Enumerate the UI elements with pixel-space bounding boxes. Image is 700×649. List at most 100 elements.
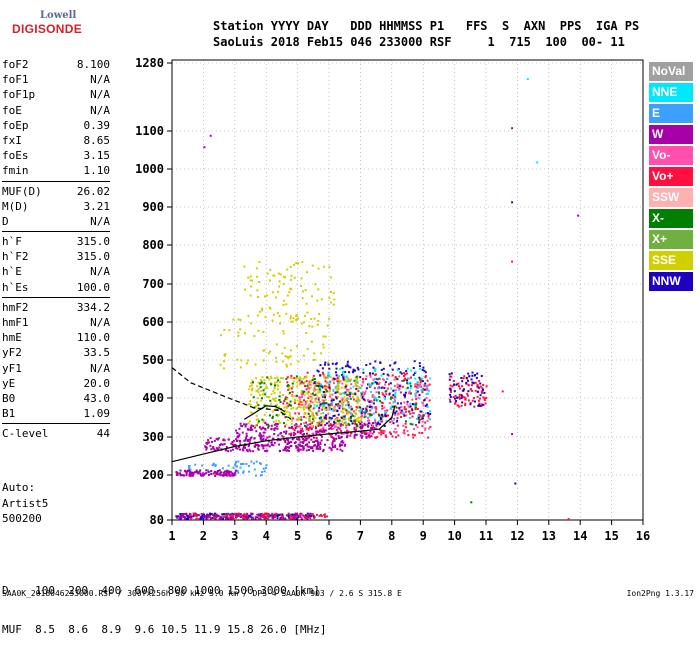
echo-point — [262, 438, 265, 441]
echo-point — [239, 318, 242, 321]
echo-point — [424, 428, 427, 431]
echo-point — [335, 437, 338, 440]
echo-point — [396, 417, 399, 420]
echo-point — [286, 446, 289, 449]
echo-point — [345, 423, 347, 426]
echo-point — [319, 405, 321, 407]
echo-point — [360, 391, 362, 394]
echo-point — [331, 442, 334, 445]
echo-point — [250, 285, 253, 288]
echo-point — [408, 390, 411, 393]
echo-point — [374, 367, 377, 370]
echo-point — [481, 387, 484, 390]
echo-point — [400, 409, 403, 412]
echo-point — [327, 385, 330, 388]
echo-point — [269, 269, 272, 271]
echo-point — [328, 420, 330, 423]
echo-point — [256, 409, 259, 412]
echo-point — [291, 391, 294, 393]
echo-point — [279, 391, 282, 394]
echo-point — [273, 427, 276, 430]
echo-point — [300, 389, 303, 392]
echo-point — [342, 441, 345, 444]
echo-point — [202, 513, 205, 516]
echo-point — [332, 423, 335, 426]
echo-point — [331, 362, 334, 365]
echo-point — [286, 402, 289, 405]
echo-point — [282, 449, 285, 452]
echo-point — [327, 363, 330, 366]
echo-point — [326, 515, 328, 518]
echo-point — [306, 512, 309, 515]
echo-point — [407, 405, 410, 408]
echo-point — [319, 446, 322, 449]
echo-point — [262, 331, 265, 333]
echo-point — [299, 448, 302, 451]
echo-point — [332, 440, 334, 443]
echo-point — [414, 406, 417, 409]
echo-point — [363, 410, 366, 413]
echo-point — [275, 514, 278, 517]
echo-point — [271, 410, 274, 413]
echo-point — [222, 439, 225, 442]
echo-point — [322, 412, 325, 414]
echo-point — [355, 378, 358, 381]
echo-point — [284, 355, 287, 358]
echo-point — [338, 404, 341, 407]
echo-point — [322, 429, 325, 432]
echo-point — [349, 432, 352, 435]
echo-point — [252, 396, 255, 399]
echo-point — [389, 397, 392, 400]
echo-point — [262, 447, 265, 450]
echo-point — [234, 444, 237, 447]
echo-point — [456, 404, 459, 407]
echo-point — [427, 392, 429, 395]
echo-point — [371, 427, 374, 430]
echo-point — [245, 434, 248, 437]
echo-point — [354, 382, 357, 384]
echo-point — [310, 514, 313, 517]
echo-point — [477, 404, 480, 407]
echo-point — [289, 278, 292, 281]
echo-point — [418, 384, 420, 387]
echo-point — [298, 377, 301, 380]
echo-point — [285, 416, 288, 418]
echo-point — [332, 291, 335, 294]
echo-point — [204, 445, 207, 448]
echo-point — [268, 414, 271, 417]
echo-point — [362, 368, 365, 371]
echo-point — [284, 398, 287, 401]
echo-point — [408, 410, 411, 413]
echo-point — [304, 444, 307, 446]
echo-point — [567, 518, 570, 521]
echo-point — [415, 389, 418, 392]
echo-point — [309, 400, 312, 403]
echo-point — [316, 446, 319, 449]
echo-point — [354, 369, 356, 372]
echo-point — [282, 377, 285, 380]
param-row: foF1p N/A — [2, 87, 110, 102]
param-row: D N/A — [2, 214, 110, 229]
echo-point — [304, 403, 307, 406]
echo-point — [271, 291, 274, 294]
echo-point — [357, 405, 360, 408]
echo-point — [319, 441, 322, 444]
echo-point — [313, 317, 316, 320]
echo-point — [196, 518, 198, 520]
echo-point — [308, 325, 311, 328]
echo-point — [344, 383, 347, 386]
echo-point — [243, 514, 246, 517]
echo-point — [423, 384, 426, 387]
param-row: yF2 33.5 — [2, 345, 110, 360]
echo-point — [259, 386, 262, 389]
echo-point — [291, 320, 294, 323]
echo-point — [283, 406, 286, 409]
echo-point — [394, 361, 397, 364]
echo-point — [323, 514, 326, 516]
echo-point — [243, 513, 246, 515]
echo-point — [300, 322, 303, 325]
echo-point — [259, 513, 262, 515]
echo-point — [337, 395, 340, 398]
echo-point — [378, 377, 381, 380]
echo-point — [293, 442, 296, 444]
